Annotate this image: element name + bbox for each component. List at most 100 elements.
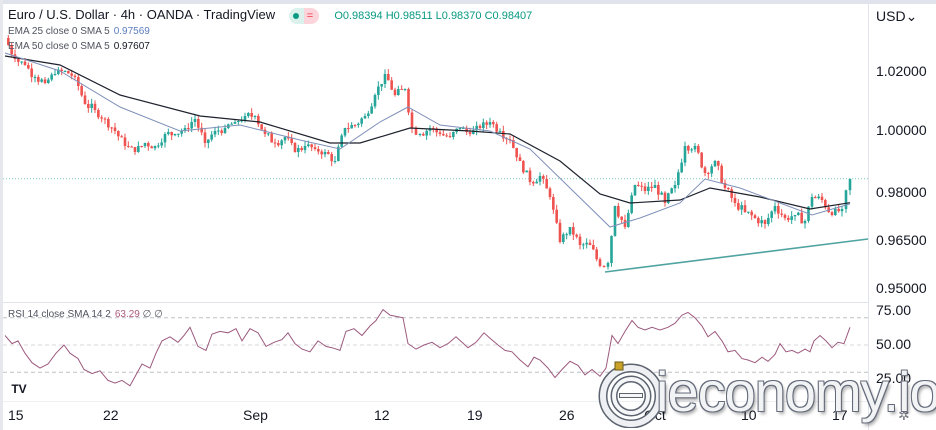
symbol-legend: Euro / U.S. Dollar · 4h · OANDA · Tradin… [8,7,532,24]
candle-body [190,122,193,129]
candle-body [425,130,428,136]
price-tick-4: 0.95000 [876,280,927,296]
candle-body [7,38,10,46]
ema25-legend[interactable]: EMA 25 close 0 SMA 5 0.97569 [8,26,150,37]
candle-body [57,69,60,74]
candle-body [353,124,357,126]
candle-body [213,131,217,135]
gear-icon[interactable]: ✲ [898,407,910,423]
candle-body [640,185,643,187]
candle-body [320,151,323,155]
candle-body [60,69,63,72]
candle-body [700,152,703,168]
candle-body [418,134,422,135]
candle-body [310,144,313,148]
candle-body [568,227,572,235]
candle-body [383,74,387,84]
candle-body [592,245,595,250]
candle-body [763,220,767,224]
tradingview-logo[interactable]: TV [8,380,30,398]
candle-body [542,176,545,179]
candle-body [167,132,170,134]
ema50-value: 0.97607 [113,41,150,52]
candle-body [253,116,257,117]
candle-body [707,173,710,174]
symbol-title[interactable]: Euro / U.S. Dollar · 4h · OANDA · Tradin… [8,7,276,22]
candle-body [37,77,40,82]
chevron-down-icon: ⌄ [905,8,918,24]
watermark: ieconomy.io [598,360,936,428]
candle-body [257,116,260,125]
candle-body [498,131,502,132]
candle-body [223,128,227,134]
candle-body [283,137,287,141]
candle-body [797,212,800,215]
ema25-value: 0.97569 [113,26,150,37]
candle-body [233,122,237,124]
market-open-dot-icon [288,7,304,24]
candle-body [452,131,455,137]
candle-body [598,259,602,266]
candle-body [367,113,370,116]
candle-body [528,170,532,182]
pane-separator[interactable] [3,302,868,303]
candle-body [810,197,814,207]
candle-body [538,176,542,182]
candle-body [370,106,373,114]
rsi-tick-0: 75.00 [876,302,912,318]
candle-body [337,146,340,161]
candle-body [217,130,220,132]
candle-body [350,124,353,129]
candle-body [495,124,498,132]
candle-body [630,195,633,213]
candle-body [400,88,403,90]
candle-body [260,124,263,130]
candle-body [280,140,283,146]
candle-body [558,222,562,242]
candle-body [287,137,290,139]
candle-body [143,143,147,147]
candle-body [482,122,485,128]
candle-body [606,263,610,267]
candle-body [43,79,47,83]
candle-body [750,211,753,216]
candle-body [617,206,620,217]
candle-body [834,208,837,215]
candle-body [787,218,790,220]
candle-body [562,234,565,242]
time-axis-separator [3,401,868,402]
rsi-legend[interactable]: RSI 14 close SMA 14 2 63.29 ∅ ∅ [8,309,163,320]
candle-body [127,146,130,147]
ema50-legend[interactable]: EMA 50 close 0 SMA 5 0.97607 [8,41,150,52]
time-tick-0: 15 [8,407,24,423]
candle-body [153,146,157,149]
currency-selector[interactable]: USD⌄ [876,8,917,25]
candle-body [267,133,270,135]
candle-body [33,77,37,78]
candle-body [532,182,535,184]
candle-body [435,128,438,133]
candle-body [197,119,200,128]
candle-body [753,215,757,218]
candle-body [220,130,223,134]
price-tick-0: 1.02000 [876,63,927,79]
candle-body [397,88,400,95]
candle-body [30,68,33,78]
candle-body [130,146,133,148]
candle-body [50,74,53,80]
candle-body [160,142,163,146]
price-tick-2: 0.98000 [876,184,927,200]
candle-body [67,71,70,74]
candle-body [713,161,717,167]
candle-body [107,119,110,128]
candle-body [448,136,452,138]
candle-body [187,128,190,129]
candle-body [633,185,637,196]
candle-body [578,236,582,245]
candle-body [343,128,347,136]
candle-body [817,196,820,199]
candle-body [47,79,50,83]
candle-body [347,128,350,129]
candle-body [163,134,167,143]
